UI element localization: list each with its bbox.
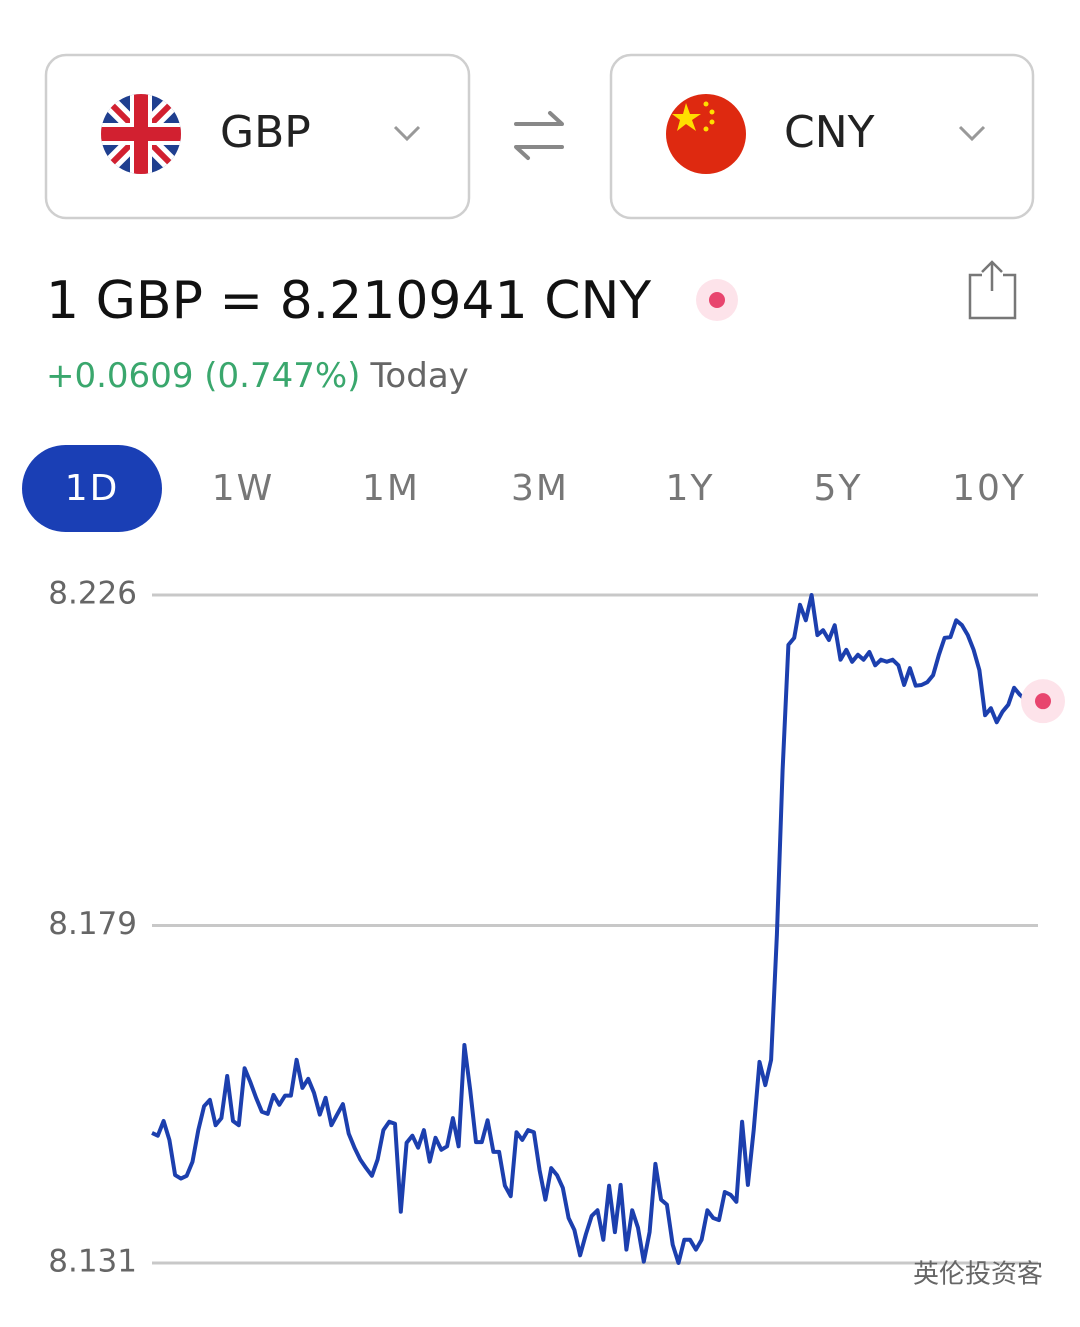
range-tab-label[interactable]: 1W [212,468,275,509]
to-currency-code: CNY [784,107,875,158]
to-currency-selector[interactable]: CNY [609,53,1035,220]
y-tick-label: 8.226 [48,576,137,612]
range-tab-label[interactable]: 3M [511,468,569,509]
range-tab-label[interactable]: 1D [65,468,120,509]
range-tab-label[interactable]: 10Y [952,468,1026,509]
dropdown-chevron [958,125,986,142]
range-tab[interactable]: 1Y [666,468,715,509]
range-tab-selected[interactable] [22,445,162,532]
y-tick-label: 8.179 [48,906,137,942]
dropdown-chevron [393,125,421,142]
swap-icon[interactable] [514,111,564,160]
range-tab-label[interactable]: 1M [362,468,420,509]
china-flag [666,94,746,174]
range-tab[interactable]: 1W [212,468,275,509]
live-indicator [709,292,725,308]
from-currency-selector[interactable]: GBP [44,53,471,220]
range-tab[interactable]: 10Y [952,468,1026,509]
watermark: 英伦投资客 [913,1260,1043,1290]
share-icon[interactable] [968,260,1017,320]
rate-change: +0.0609 (0.747%) Today [46,356,469,396]
range-tab-label[interactable]: 5Y [814,468,863,509]
last-point [1035,693,1051,710]
change-period: Today [369,356,468,396]
range-tab[interactable]: 1M [362,468,420,509]
uk-flag [101,94,181,174]
price-line [151,593,1045,1265]
share-button[interactable] [968,260,1017,320]
chart: 8.131 8.179 8.226 [48,576,1065,1280]
exchange-rate: 1 GBP = 8.210941 CNY [46,271,651,331]
y-tick-label: 8.131 [48,1244,137,1280]
range-tab[interactable]: 5Y [814,468,863,509]
range-tab-label[interactable]: 1Y [666,468,715,509]
from-currency-code: GBP [220,107,311,158]
swap-button[interactable] [514,111,564,160]
change-value: +0.0609 (0.747%) [46,356,360,396]
range-tabs: 1D 1W 1M 3M 1Y 5Y 10Y [22,445,1026,532]
range-tab[interactable]: 3M [511,468,569,509]
range-tab[interactable]: 1D [22,445,162,532]
